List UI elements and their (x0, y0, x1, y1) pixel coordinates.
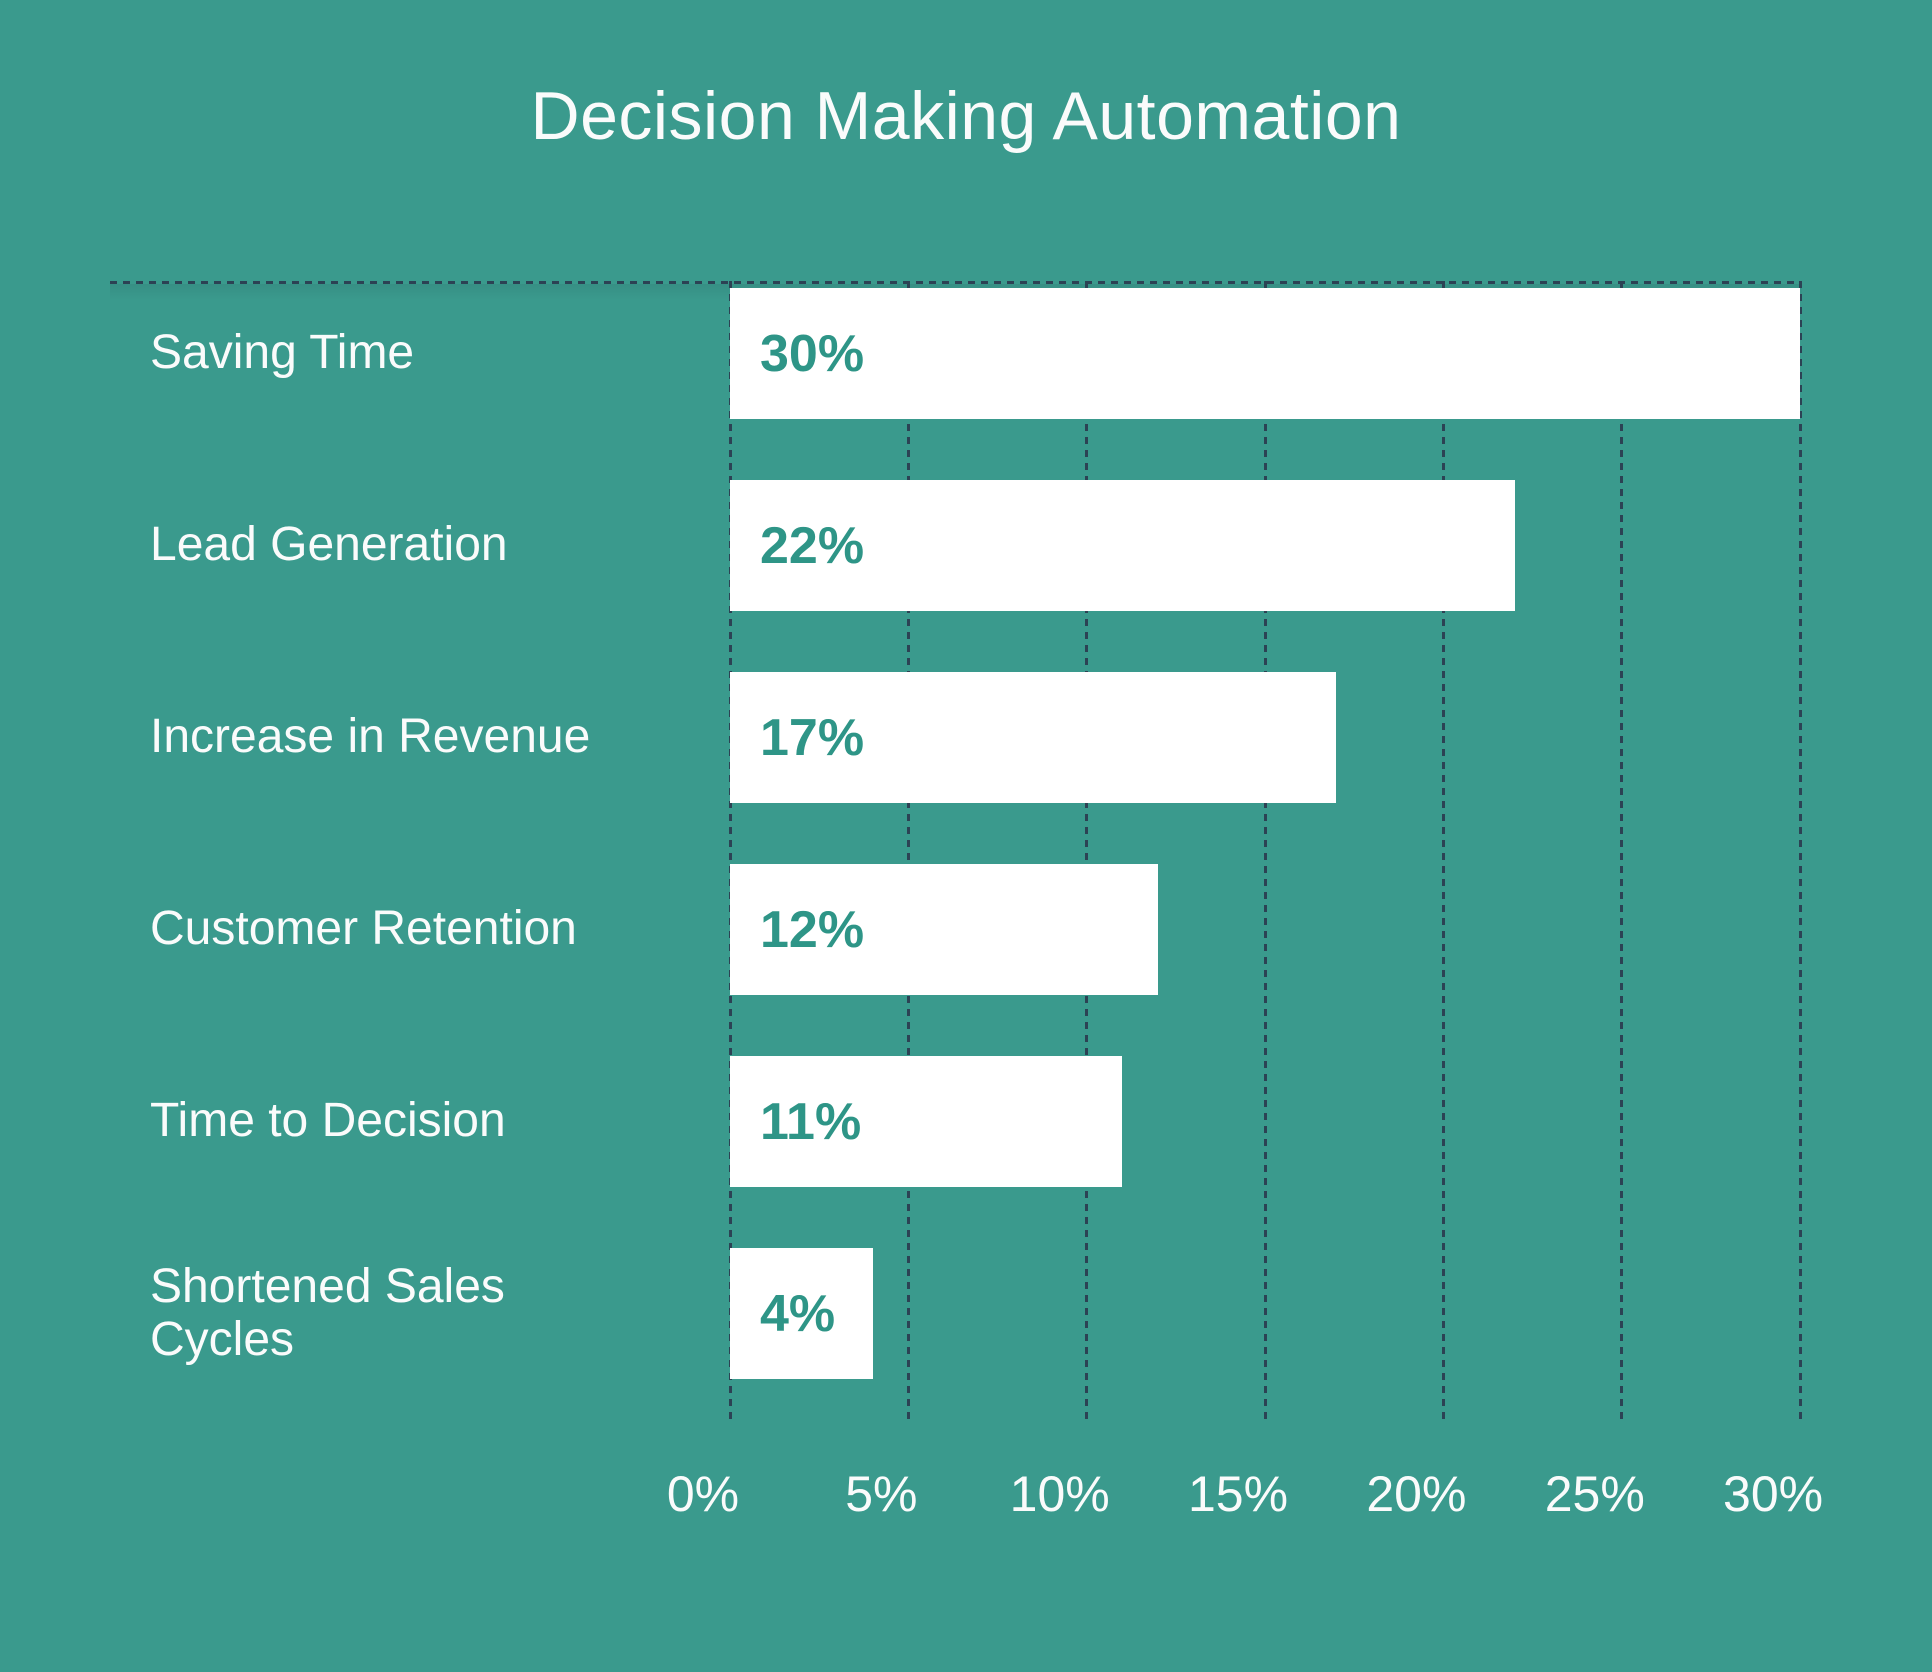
chart-title: Decision Making Automation (530, 78, 1402, 154)
bar-value-label: 11% (760, 1092, 862, 1151)
bar-value-label: 22% (760, 516, 865, 575)
bar-value-label: 4% (760, 1284, 836, 1343)
plot-top-boundary-line (110, 281, 1802, 284)
bar-row: 17% (730, 672, 1336, 803)
gridline-30pct (1798, 281, 1802, 1423)
gridline-20pct (1441, 281, 1445, 1423)
x-tick-label: 0% (666, 1466, 740, 1522)
category-label: Lead Generation (150, 518, 508, 572)
gridline-25pct (1620, 281, 1624, 1423)
category-label: Customer Retention (150, 902, 577, 956)
gridline-15pct (1263, 281, 1267, 1423)
gridline-10pct (1085, 281, 1089, 1423)
x-tick-label: 25% (1544, 1466, 1645, 1522)
bar-row: 4% (730, 1248, 873, 1379)
bar-value-label: 30% (760, 324, 865, 383)
bar-value-label: 12% (760, 900, 865, 959)
x-tick-label: 10% (1009, 1466, 1110, 1522)
x-tick-label: 15% (1188, 1466, 1289, 1522)
bar-row: 12% (730, 864, 1158, 995)
category-label: Saving Time (150, 326, 415, 380)
x-tick-label: 5% (845, 1466, 918, 1522)
category-label: Shortened Sales Cycles (150, 1259, 505, 1366)
gridline-5pct (906, 281, 910, 1423)
bar-value-label: 17% (760, 708, 865, 767)
bar-row: 11% (730, 1056, 1122, 1187)
bar-row: 22% (730, 480, 1515, 611)
x-tick-label: 20% (1366, 1466, 1467, 1522)
gridline-0pct (728, 281, 732, 1423)
x-tick-label: 30% (1723, 1466, 1824, 1522)
category-label: Time to Decision (150, 1094, 506, 1148)
category-label: Increase in Revenue (150, 710, 591, 764)
bar-row: 30% (730, 288, 1800, 419)
